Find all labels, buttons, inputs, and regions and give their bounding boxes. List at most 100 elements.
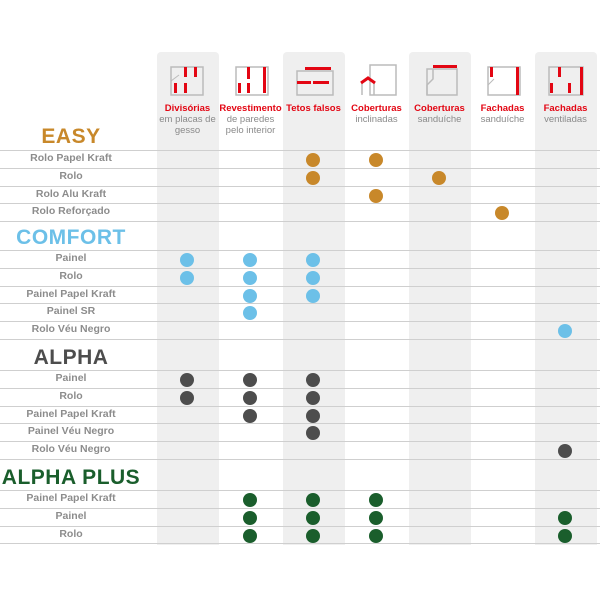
row-divider — [0, 186, 600, 187]
row-divider — [0, 459, 600, 460]
product-label: Painel Papel Kraft — [26, 408, 116, 420]
row-divider — [0, 339, 600, 340]
application-dot — [306, 373, 320, 387]
column-header: Coberturas sanduíche — [408, 52, 471, 125]
section-heading: COMFORT — [16, 226, 126, 249]
product-label: Painel — [55, 372, 87, 384]
application-dot — [243, 373, 257, 387]
application-dot — [180, 373, 194, 387]
application-dot — [306, 511, 320, 525]
application-dot — [306, 271, 320, 285]
application-dot — [306, 493, 320, 507]
product-label: Rolo Reforçado — [31, 205, 111, 217]
application-dot — [243, 391, 257, 405]
application-dot — [495, 206, 509, 220]
column-header: Revestimento de paredes pelo interior — [219, 52, 282, 136]
product-label: Rolo Véu Negro — [31, 443, 111, 455]
column-title: Divisórias — [164, 103, 211, 114]
application-dot — [558, 511, 572, 525]
row-divider — [0, 221, 600, 222]
row-divider — [0, 168, 600, 169]
product-label: Rolo — [59, 528, 83, 540]
product-label: Painel — [55, 252, 87, 264]
application-dot — [306, 409, 320, 423]
partition-wall-icon — [169, 66, 204, 96]
application-dot — [243, 493, 257, 507]
application-dot — [369, 189, 383, 203]
row-divider — [0, 526, 600, 527]
application-dot — [243, 409, 257, 423]
false-ceiling-icon — [295, 67, 334, 96]
application-dot — [369, 493, 383, 507]
column-subtitle: de paredes pelo interior — [225, 114, 276, 136]
section-heading: ALPHA PLUS — [1, 466, 141, 489]
row-divider — [0, 250, 600, 251]
application-dot — [243, 529, 257, 543]
application-dot — [369, 511, 383, 525]
row-divider — [0, 150, 600, 151]
sandwich-facade-icon — [486, 66, 521, 96]
application-dot — [243, 289, 257, 303]
column-header: Fachadas sanduíche — [471, 52, 534, 125]
column-header: Coberturas inclinadas — [345, 52, 408, 125]
column-subtitle: ventiladas — [544, 114, 587, 125]
column-title: Revestimento — [219, 103, 282, 114]
interior-wall-lining-icon — [234, 66, 269, 96]
sandwich-roof-icon — [425, 65, 458, 96]
application-dot — [306, 529, 320, 543]
row-divider — [0, 543, 600, 544]
product-label: Rolo Véu Negro — [31, 323, 111, 335]
application-dot — [306, 289, 320, 303]
column-title: Fachadas — [543, 103, 588, 114]
application-dot — [180, 391, 194, 405]
column-title: Tetos falsos — [286, 103, 341, 114]
row-divider — [0, 286, 600, 287]
application-dot — [180, 253, 194, 267]
ventilated-facade-icon — [547, 66, 584, 96]
column-subtitle: sanduíche — [417, 114, 462, 125]
application-dot — [369, 529, 383, 543]
row-divider — [0, 490, 600, 491]
application-dot — [243, 253, 257, 267]
application-dot — [306, 153, 320, 167]
row-divider — [0, 406, 600, 407]
application-dot — [243, 271, 257, 285]
application-dot — [306, 391, 320, 405]
column-header: Divisórias em placas de gesso — [156, 52, 219, 136]
application-dot — [558, 529, 572, 543]
column-title: Coberturas — [351, 103, 402, 114]
application-dot — [306, 426, 320, 440]
section-heading: EASY — [41, 125, 101, 148]
row-divider — [0, 370, 600, 371]
row-divider — [0, 441, 600, 442]
column-subtitle: em placas de gesso — [159, 114, 216, 136]
row-divider — [0, 268, 600, 269]
column-header: Fachadas ventiladas — [534, 52, 597, 125]
product-label: Painel Papel Kraft — [26, 492, 116, 504]
application-dot — [243, 306, 257, 320]
application-dot — [306, 253, 320, 267]
row-divider — [0, 388, 600, 389]
product-label: Painel Véu Negro — [27, 425, 115, 437]
application-dot — [432, 171, 446, 185]
column-header: Tetos falsos — [282, 52, 345, 114]
column-title: Coberturas — [414, 103, 465, 114]
column-subtitle: sanduíche — [480, 114, 525, 125]
section-heading: ALPHA — [33, 346, 109, 369]
product-label: Painel SR — [46, 305, 96, 317]
row-divider — [0, 321, 600, 322]
row-divider — [0, 508, 600, 509]
application-dot — [180, 271, 194, 285]
product-label: Rolo — [59, 390, 83, 402]
column-title: Fachadas — [480, 103, 525, 114]
pitched-roof-icon — [359, 64, 397, 96]
product-label: Rolo — [59, 270, 83, 282]
application-dot — [369, 153, 383, 167]
product-label: Painel Papel Kraft — [26, 288, 116, 300]
application-dot — [243, 511, 257, 525]
row-divider — [0, 303, 600, 304]
column-subtitle: inclinadas — [355, 114, 398, 125]
row-divider — [0, 203, 600, 204]
product-label: Rolo Papel Kraft — [30, 152, 112, 164]
application-dot — [558, 324, 572, 338]
